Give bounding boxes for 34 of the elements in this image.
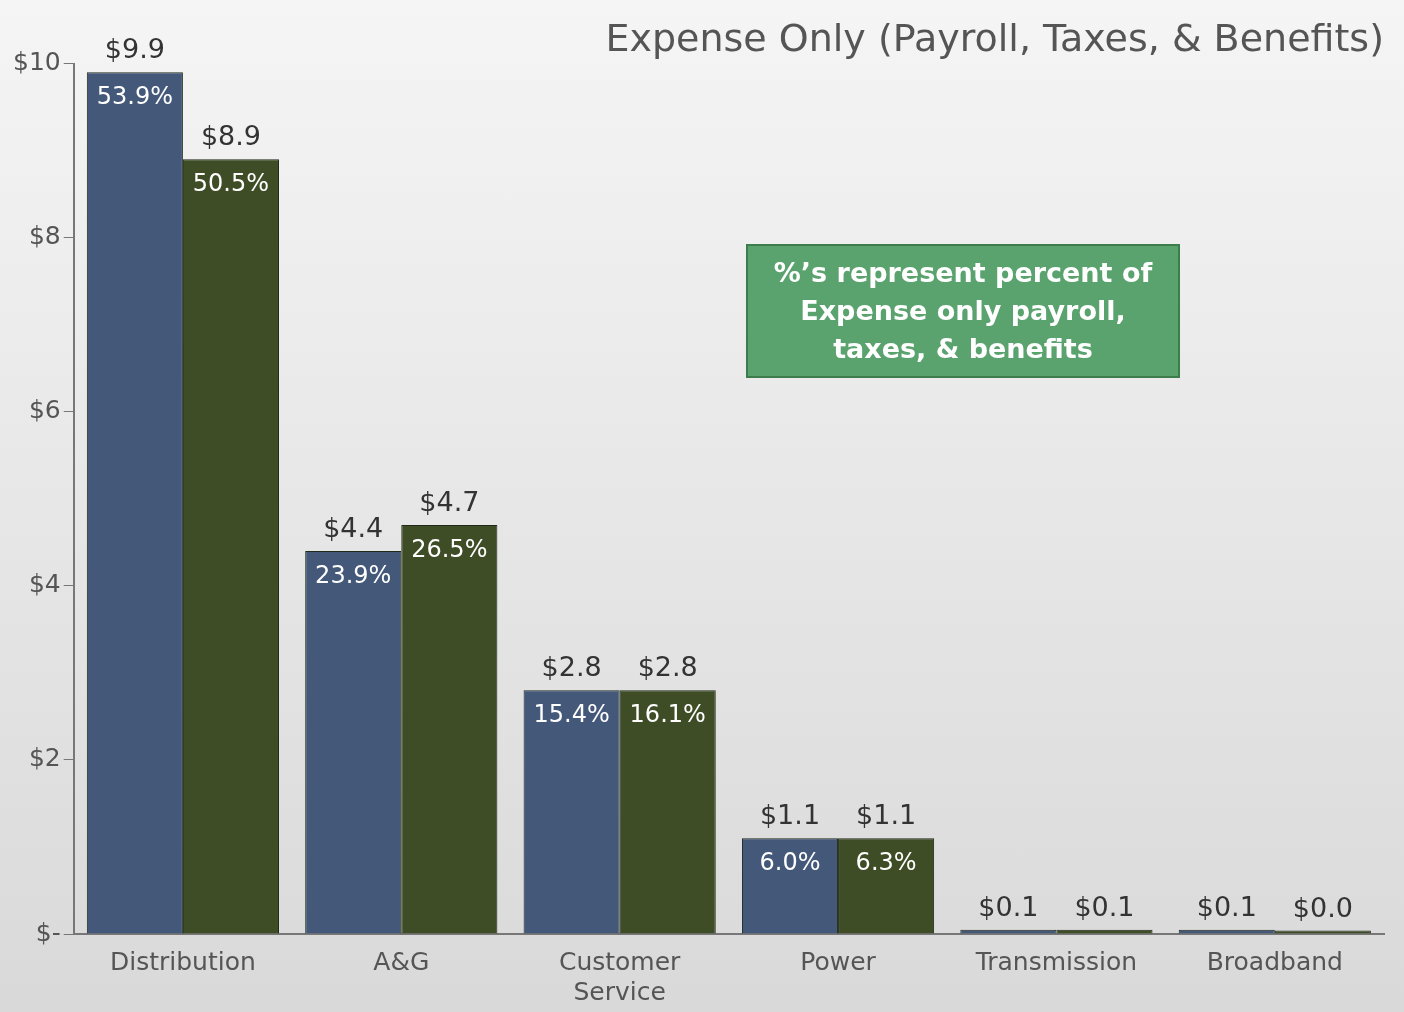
data-label: $0.0 <box>1292 891 1353 923</box>
data-label: $4.7 <box>419 485 480 517</box>
x-tick-label: Power <box>800 946 877 976</box>
data-label: $0.1 <box>1074 890 1135 922</box>
data-label: $1.1 <box>856 799 917 831</box>
data-label: $1.1 <box>759 799 821 831</box>
annotation: 23.9% <box>315 561 392 590</box>
y-tick-label: $10 <box>13 47 61 77</box>
x-tick-label: Customer Service <box>558 946 682 1006</box>
x-tick-label: A&G <box>373 946 430 976</box>
annotation: 16.1% <box>629 700 706 729</box>
y-tick-label: $6 <box>28 395 61 425</box>
data-label: $2.8 <box>541 651 602 683</box>
y-tick-label: $- <box>35 917 61 947</box>
annotation: 6.0% <box>759 848 821 877</box>
annotation: 26.5% <box>411 534 488 563</box>
y-tick-label: $2 <box>28 743 61 773</box>
data-label: $0.1 <box>1196 890 1257 922</box>
data-label: $2.8 <box>637 651 698 683</box>
data-label: $9.9 <box>104 33 165 65</box>
data-label: $8.9 <box>200 120 262 152</box>
annotation: 50.5% <box>192 169 270 198</box>
y-tick-label: $4 <box>28 569 61 599</box>
y-tick-label: $8 <box>28 221 61 251</box>
annotation: 53.9% <box>96 82 173 111</box>
x-tick-label: Broadband <box>1206 946 1343 976</box>
annotation: %’s represent percent of Expense only payroll, taxes, & benefits <box>746 244 1180 378</box>
data-label: $0.1 <box>978 890 1039 922</box>
annotation: 6.3% <box>855 848 917 877</box>
chart-title: Expense Only (Payroll, Taxes, & Benefits) <box>605 15 1384 60</box>
x-tick-label: Distribution <box>109 946 256 976</box>
annotation: 15.4% <box>533 700 610 729</box>
x-tick-label: Transmission <box>974 946 1138 976</box>
data-label: $4.4 <box>323 512 384 544</box>
